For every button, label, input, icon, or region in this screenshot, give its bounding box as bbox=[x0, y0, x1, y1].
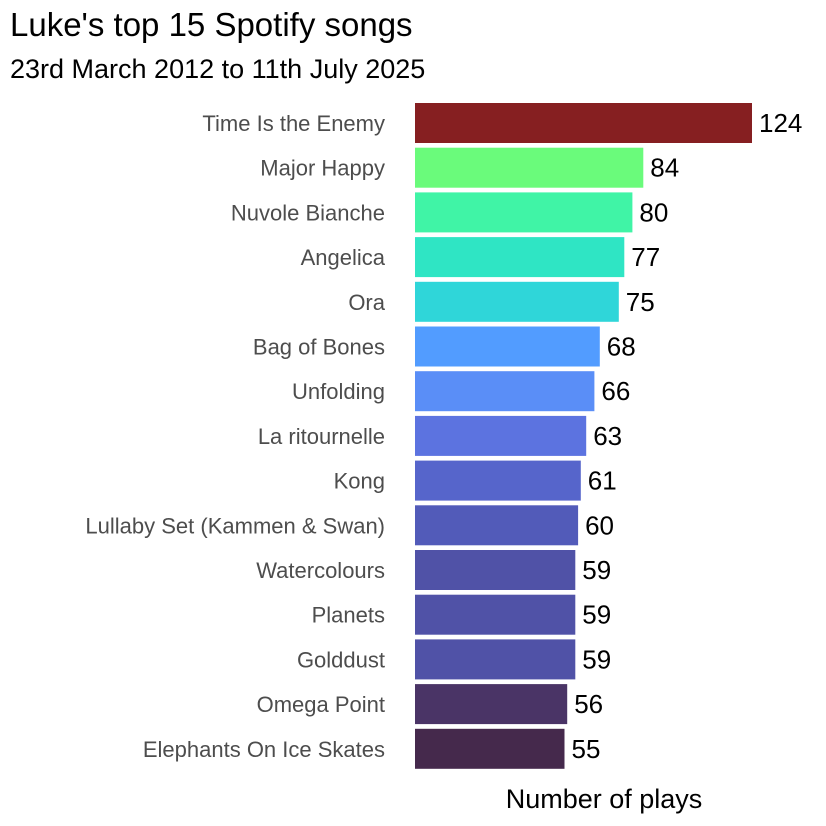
bar bbox=[415, 237, 625, 278]
bar bbox=[415, 505, 579, 546]
value-label: 75 bbox=[626, 287, 655, 317]
value-label: 77 bbox=[631, 242, 660, 272]
bar bbox=[415, 103, 752, 143]
category-label: Time Is the Enemy bbox=[202, 111, 385, 136]
value-label: 124 bbox=[759, 108, 802, 138]
value-label: 66 bbox=[601, 376, 630, 406]
bar bbox=[415, 281, 619, 322]
category-labels: Time Is the Enemy Major Happy Nuvole Bianc… bbox=[85, 111, 385, 762]
category-label: Elephants On Ice Skates bbox=[143, 737, 385, 762]
category-label: Golddust bbox=[297, 647, 385, 672]
value-label: 55 bbox=[572, 734, 601, 764]
category-label: La ritournelle bbox=[258, 424, 385, 449]
bars-group bbox=[415, 103, 752, 769]
bar bbox=[415, 147, 644, 188]
bar bbox=[415, 192, 633, 233]
bar bbox=[415, 684, 568, 725]
value-labels: 124 84 80 77 75 68 66 63 61 60 59 59 59 56 55 bbox=[572, 108, 803, 764]
value-label: 80 bbox=[639, 197, 668, 227]
category-label: Omega Point bbox=[257, 692, 385, 717]
value-label: 59 bbox=[582, 555, 611, 585]
bar bbox=[415, 639, 576, 680]
bar bbox=[415, 728, 565, 769]
bar bbox=[415, 371, 595, 412]
chart-title: Luke's top 15 Spotify songs bbox=[10, 6, 413, 43]
bar bbox=[415, 594, 576, 635]
category-label: Kong bbox=[334, 469, 385, 494]
category-label: Bag of Bones bbox=[253, 335, 385, 360]
category-label: Ora bbox=[348, 290, 385, 315]
value-label: 59 bbox=[582, 600, 611, 630]
category-label: Major Happy bbox=[260, 156, 385, 181]
value-label: 59 bbox=[582, 644, 611, 674]
category-label: Watercolours bbox=[256, 558, 385, 583]
category-label: Planets bbox=[312, 603, 385, 628]
x-axis-title: Number of plays bbox=[506, 784, 703, 814]
category-label: Unfolding bbox=[292, 379, 385, 404]
value-label: 84 bbox=[650, 153, 679, 183]
value-label: 61 bbox=[588, 466, 617, 496]
value-label: 56 bbox=[574, 689, 603, 719]
value-label: 60 bbox=[585, 510, 614, 540]
value-label: 68 bbox=[607, 332, 636, 362]
category-label: Lullaby Set (Kammen & Swan) bbox=[85, 513, 385, 538]
bar bbox=[415, 415, 587, 456]
category-label: Angelica bbox=[301, 245, 386, 270]
category-label: Nuvole Bianche bbox=[231, 200, 385, 225]
bar bbox=[415, 326, 600, 367]
bar bbox=[415, 550, 576, 590]
chart-subtitle: 23rd March 2012 to 11th July 2025 bbox=[10, 54, 426, 84]
value-label: 63 bbox=[593, 421, 622, 451]
bar bbox=[415, 460, 581, 501]
